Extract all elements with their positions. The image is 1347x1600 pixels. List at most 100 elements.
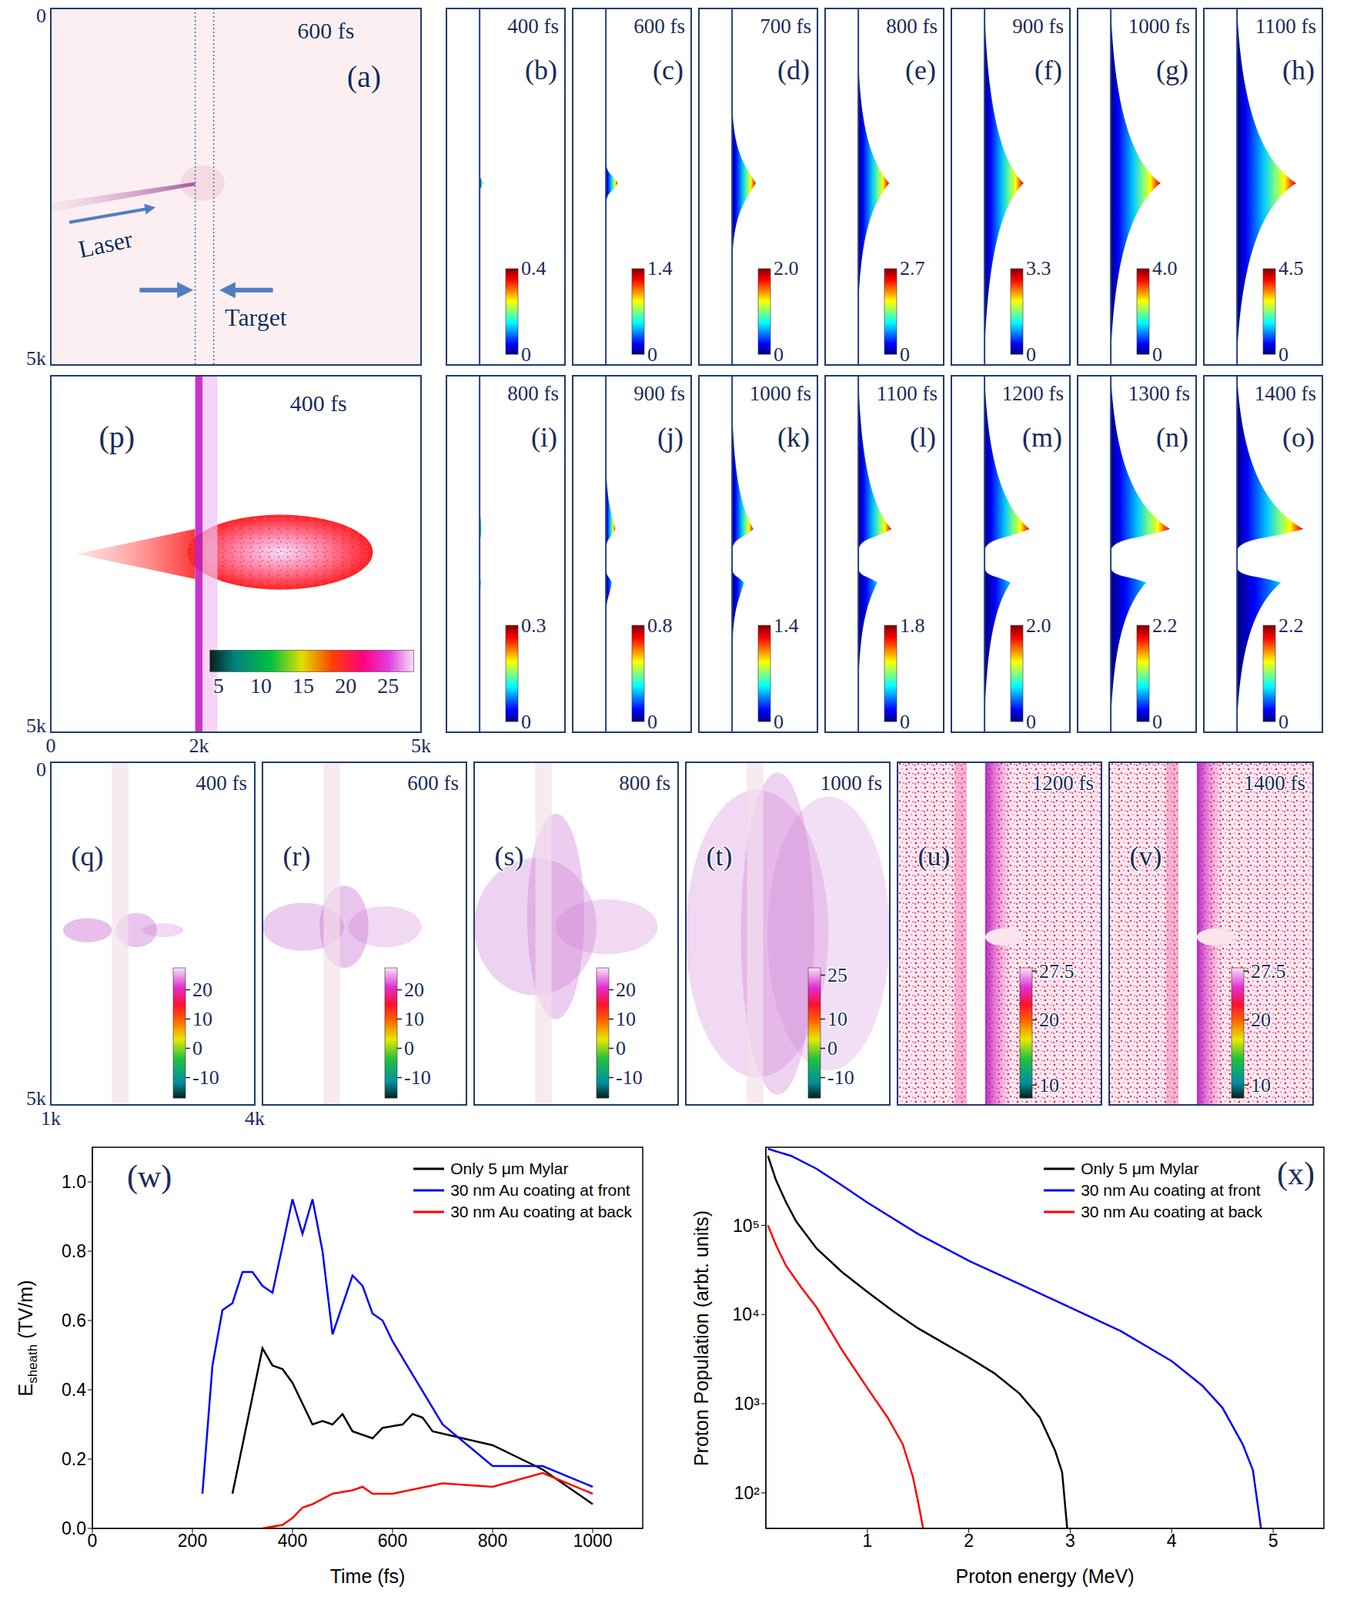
svg-text:1000 fs: 1000 fs bbox=[1128, 14, 1190, 38]
svg-text:1100 fs: 1100 fs bbox=[1255, 14, 1317, 38]
svg-text:20: 20 bbox=[334, 673, 357, 698]
svg-text:25: 25 bbox=[377, 673, 399, 698]
svg-text:(l): (l) bbox=[909, 421, 936, 453]
svg-text:800 fs: 800 fs bbox=[618, 771, 671, 795]
svg-text:Time (fs): Time (fs) bbox=[330, 1564, 406, 1587]
svg-text:0.3: 0.3 bbox=[521, 614, 547, 637]
svg-text:0: 0 bbox=[899, 343, 910, 366]
svg-text:200: 200 bbox=[177, 1530, 208, 1551]
svg-text:0.8: 0.8 bbox=[647, 614, 673, 637]
svg-text:1200 fs: 1200 fs bbox=[1032, 771, 1094, 795]
svg-text:(b): (b) bbox=[524, 54, 558, 86]
svg-text:(m): (m) bbox=[1022, 421, 1063, 453]
svg-text:20: 20 bbox=[192, 978, 213, 1001]
svg-text:(d): (d) bbox=[777, 54, 810, 86]
svg-text:20: 20 bbox=[1039, 1008, 1060, 1031]
svg-text:(u): (u) bbox=[918, 840, 951, 872]
svg-text:400 fs: 400 fs bbox=[507, 14, 559, 38]
svg-text:5k: 5k bbox=[26, 347, 47, 370]
svg-text:27.5: 27.5 bbox=[1250, 959, 1287, 983]
svg-text:5: 5 bbox=[1268, 1530, 1279, 1551]
svg-text:10: 10 bbox=[827, 1007, 848, 1030]
svg-text:1.0: 1.0 bbox=[61, 1171, 87, 1192]
svg-text:10⁵: 10⁵ bbox=[732, 1215, 760, 1236]
svg-text:-10: -10 bbox=[827, 1066, 855, 1089]
svg-text:400 fs: 400 fs bbox=[290, 390, 348, 416]
svg-text:2.2: 2.2 bbox=[1278, 614, 1304, 637]
svg-text:600 fs: 600 fs bbox=[297, 17, 355, 44]
svg-text:5: 5 bbox=[213, 673, 224, 698]
svg-text:400 fs: 400 fs bbox=[195, 771, 248, 795]
svg-text:2: 2 bbox=[963, 1530, 974, 1551]
svg-text:1000 fs: 1000 fs bbox=[820, 771, 883, 795]
svg-text:400: 400 bbox=[277, 1530, 308, 1551]
svg-text:2.0: 2.0 bbox=[773, 257, 799, 280]
svg-text:(h): (h) bbox=[1282, 54, 1315, 86]
svg-text:2.7: 2.7 bbox=[899, 257, 926, 280]
svg-text:0: 0 bbox=[899, 710, 910, 733]
svg-text:10: 10 bbox=[1039, 1073, 1060, 1097]
svg-text:10: 10 bbox=[404, 1007, 425, 1030]
svg-text:2k: 2k bbox=[188, 734, 209, 757]
svg-text:0: 0 bbox=[773, 343, 784, 366]
svg-text:2.2: 2.2 bbox=[1152, 614, 1178, 637]
svg-text:4.0: 4.0 bbox=[1152, 257, 1178, 280]
svg-text:(q): (q) bbox=[71, 840, 104, 872]
svg-text:Proton energy (MeV): Proton energy (MeV) bbox=[955, 1564, 1134, 1587]
svg-text:1000 fs: 1000 fs bbox=[749, 381, 812, 405]
svg-text:0: 0 bbox=[615, 1036, 626, 1060]
svg-text:1k: 1k bbox=[40, 1106, 61, 1130]
svg-text:0.6: 0.6 bbox=[61, 1310, 87, 1331]
svg-text:(p): (p) bbox=[99, 419, 136, 455]
svg-text:1400 fs: 1400 fs bbox=[1243, 771, 1306, 795]
svg-text:1000: 1000 bbox=[572, 1530, 612, 1551]
svg-text:10: 10 bbox=[615, 1007, 636, 1030]
svg-text:0: 0 bbox=[36, 758, 47, 781]
svg-text:4.5: 4.5 bbox=[1278, 257, 1304, 280]
svg-text:10⁴: 10⁴ bbox=[732, 1303, 760, 1324]
svg-text:(f): (f) bbox=[1034, 54, 1063, 86]
svg-text:15: 15 bbox=[292, 673, 315, 698]
svg-text:Laser: Laser bbox=[75, 224, 135, 264]
svg-text:0: 0 bbox=[36, 4, 47, 27]
svg-text:1.4: 1.4 bbox=[647, 257, 673, 280]
svg-text:0: 0 bbox=[1152, 343, 1163, 366]
svg-text:0.8: 0.8 bbox=[61, 1240, 87, 1261]
svg-text:0: 0 bbox=[647, 710, 658, 733]
svg-text:800: 800 bbox=[477, 1530, 508, 1551]
svg-text:900 fs: 900 fs bbox=[1012, 14, 1064, 38]
svg-text:25: 25 bbox=[827, 963, 848, 987]
svg-text:600 fs: 600 fs bbox=[633, 14, 686, 38]
svg-text:5k: 5k bbox=[26, 714, 47, 737]
svg-text:4k: 4k bbox=[244, 1106, 265, 1130]
svg-text:(j): (j) bbox=[657, 421, 684, 453]
svg-text:(o): (o) bbox=[1282, 421, 1315, 453]
svg-text:-10: -10 bbox=[404, 1066, 432, 1089]
svg-text:(v): (v) bbox=[1129, 840, 1163, 872]
svg-text:0.0: 0.0 bbox=[61, 1517, 87, 1538]
svg-text:900 fs: 900 fs bbox=[633, 381, 686, 405]
svg-text:(a): (a) bbox=[347, 59, 382, 94]
svg-text:(r): (r) bbox=[283, 840, 311, 872]
svg-text:0: 0 bbox=[1026, 710, 1037, 733]
svg-text:0: 0 bbox=[1278, 343, 1289, 366]
svg-text:3: 3 bbox=[1065, 1530, 1076, 1551]
svg-text:Target: Target bbox=[224, 303, 288, 331]
svg-text:20: 20 bbox=[615, 978, 636, 1001]
svg-text:10³: 10³ bbox=[734, 1393, 761, 1414]
svg-text:20: 20 bbox=[1250, 1008, 1271, 1031]
svg-text:(k): (k) bbox=[777, 421, 810, 453]
svg-text:2.0: 2.0 bbox=[1026, 614, 1052, 637]
svg-text:10: 10 bbox=[250, 673, 272, 698]
svg-text:27.5: 27.5 bbox=[1039, 959, 1075, 983]
svg-text:0: 0 bbox=[404, 1036, 415, 1060]
svg-text:0: 0 bbox=[46, 734, 57, 757]
svg-text:700 fs: 700 fs bbox=[759, 14, 812, 38]
svg-text:20: 20 bbox=[404, 978, 425, 1001]
svg-text:600 fs: 600 fs bbox=[407, 771, 459, 795]
svg-text:800 fs: 800 fs bbox=[885, 14, 938, 38]
svg-text:10²: 10² bbox=[734, 1482, 761, 1503]
svg-text:0: 0 bbox=[192, 1036, 203, 1060]
svg-text:4: 4 bbox=[1166, 1530, 1177, 1551]
svg-text:1400 fs: 1400 fs bbox=[1254, 381, 1317, 405]
